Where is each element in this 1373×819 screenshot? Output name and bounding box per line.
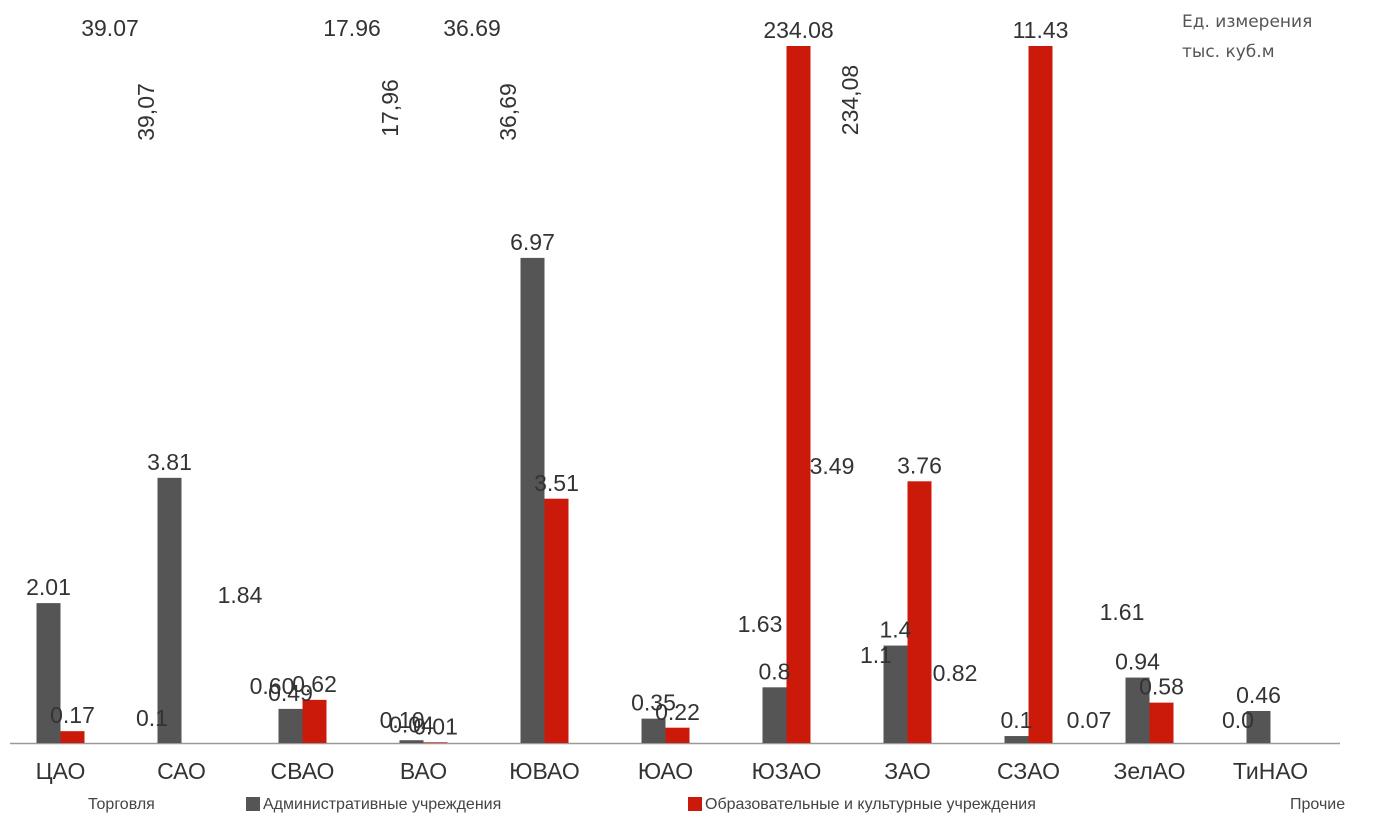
annotation: 0.0 — [1222, 707, 1254, 733]
bar — [60, 731, 85, 743]
value-label: 0.35 — [631, 690, 676, 716]
annotation: 3.49 — [810, 453, 855, 479]
bar — [665, 727, 690, 743]
legend-label: Торговля — [88, 796, 155, 813]
bar — [423, 742, 448, 743]
bar — [520, 257, 545, 743]
bar — [544, 498, 569, 743]
bar — [1149, 702, 1174, 743]
annotation: 17,96 — [377, 79, 403, 137]
value-label: 234.08 — [763, 17, 833, 43]
annotation: 234,08 — [837, 65, 863, 135]
annotation: 1.63 — [738, 611, 783, 637]
x-tick-label: ЗелАО — [1113, 758, 1185, 784]
annotation: 0.10 — [380, 707, 425, 733]
value-label: 3.51 — [534, 470, 579, 496]
annotation: 0.1 — [136, 705, 168, 731]
bar — [36, 603, 61, 743]
value-label: 6.97 — [510, 229, 555, 255]
annotation: 1.61 — [1100, 599, 1145, 625]
annotation: 36.69 — [443, 15, 501, 41]
bar — [302, 699, 327, 743]
value-label: 0.46 — [1236, 682, 1281, 708]
legend-swatch — [688, 797, 702, 811]
annotation: 0.07 — [1067, 707, 1112, 733]
value-label: 0.1 — [1001, 707, 1033, 733]
x-tick-label: САО — [157, 758, 206, 784]
annotation: 39,07 — [133, 83, 159, 141]
bar — [883, 645, 908, 743]
bar — [1028, 46, 1053, 744]
value-label: 0.01 — [413, 713, 458, 739]
bar — [762, 687, 787, 743]
bar — [1246, 710, 1271, 743]
value-label: 0.62 — [292, 671, 337, 697]
bar — [278, 708, 303, 743]
bar — [641, 718, 666, 743]
value-label: 0.04 — [389, 711, 434, 737]
annotation: 1.84 — [218, 582, 263, 608]
x-tick-label: ЮВАО — [509, 758, 580, 784]
x-tick-label: СЗАО — [997, 758, 1060, 784]
annotation: 0.82 — [933, 660, 978, 686]
value-label: 3.81 — [147, 449, 192, 475]
unit-note: тыс. куб.м — [1182, 42, 1275, 62]
bar — [786, 46, 811, 743]
x-tick-label: ЦАО — [36, 758, 86, 784]
annotation: 0.60 — [250, 673, 295, 699]
x-tick-label: ЮЗАО — [752, 758, 822, 784]
value-label: 0.58 — [1139, 674, 1184, 700]
annotation: 39.07 — [81, 15, 139, 41]
x-tick-label: ВАО — [400, 758, 447, 784]
legend-swatch — [246, 797, 260, 811]
x-tick-label: ТиНАО — [1233, 758, 1308, 784]
value-label: 0.94 — [1115, 649, 1160, 675]
value-label: 11.43 — [1013, 17, 1069, 43]
value-label: 1.4 — [880, 617, 912, 643]
annotation: 1.1 — [860, 642, 892, 668]
x-tick-label: ЮАО — [638, 758, 693, 784]
bar — [399, 740, 424, 743]
value-label: 3.76 — [897, 452, 942, 478]
bars — [36, 46, 1271, 744]
x-tick-label: СВАО — [271, 758, 335, 784]
value-label: 2.01 — [26, 574, 71, 600]
bar — [1125, 677, 1150, 743]
annotation: 36,69 — [495, 83, 521, 141]
value-label: 0.22 — [655, 699, 700, 725]
bar — [1004, 736, 1029, 743]
legend-label: Прочие — [1290, 796, 1345, 813]
legend-label: Образовательные и культурные учреждения — [705, 796, 1036, 813]
value-label: 0.17 — [50, 702, 95, 728]
bar — [907, 481, 932, 743]
unit-note: Ед. измерения — [1182, 12, 1312, 32]
legend-label: Административные учреждения — [263, 796, 501, 813]
bar — [157, 477, 182, 743]
value-label: 0.8 — [759, 658, 791, 684]
annotation: 17.96 — [323, 15, 381, 41]
value-label: 0.49 — [268, 680, 313, 706]
x-tick-label: ЗАО — [884, 758, 931, 784]
